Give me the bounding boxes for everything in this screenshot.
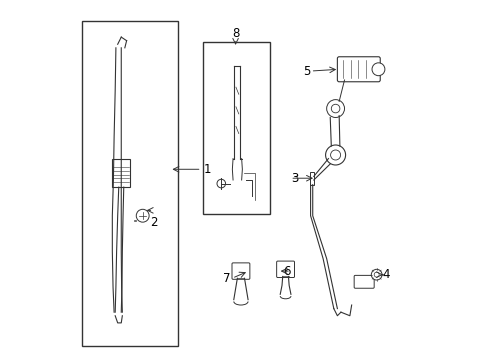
Circle shape [325, 145, 345, 165]
Text: 5: 5 [303, 64, 310, 77]
Bar [203, 42, 269, 214]
Circle shape [326, 100, 344, 117]
Bar [309, 172, 313, 185]
FancyBboxPatch shape [337, 57, 380, 82]
Text: 4: 4 [381, 268, 389, 281]
Circle shape [370, 269, 381, 280]
Circle shape [136, 209, 149, 222]
FancyBboxPatch shape [276, 261, 294, 278]
Text: 8: 8 [231, 27, 239, 40]
Circle shape [373, 272, 378, 277]
Circle shape [330, 150, 340, 160]
Circle shape [217, 179, 225, 188]
FancyBboxPatch shape [353, 275, 373, 288]
Text: 2: 2 [149, 216, 157, 229]
Circle shape [331, 104, 339, 113]
Text: 3: 3 [290, 172, 298, 185]
Text: 6: 6 [283, 265, 290, 278]
Bar [82, 21, 178, 346]
Text: 1: 1 [203, 163, 210, 176]
Text: 7: 7 [222, 272, 230, 285]
Bar [112, 158, 130, 187]
Circle shape [371, 63, 384, 76]
FancyBboxPatch shape [231, 263, 249, 279]
